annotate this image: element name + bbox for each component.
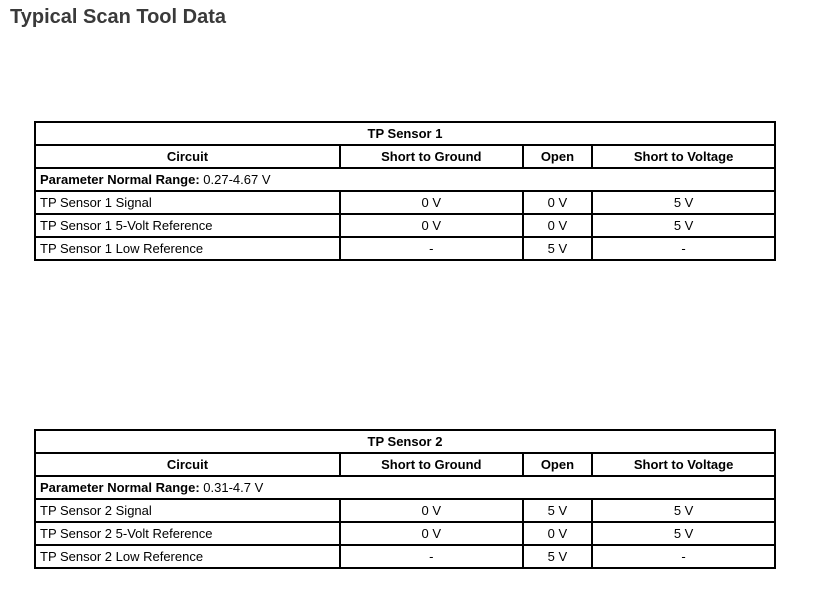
parameter-range-cell: Parameter Normal Range: 0.31-4.7 V	[34, 475, 776, 500]
tp-sensor-1-table: TP Sensor 1 Circuit Short to Ground Open…	[34, 121, 776, 261]
circuit-cell: TP Sensor 2 Low Reference	[34, 544, 341, 569]
short-to-voltage-cell: -	[591, 236, 776, 261]
open-cell: 5 V	[521, 236, 594, 261]
column-header-row: Circuit Short to Ground Open Short to Vo…	[34, 452, 776, 477]
column-header-short-to-ground: Short to Ground	[338, 144, 524, 169]
open-cell: 0 V	[521, 190, 594, 215]
short-to-ground-cell: -	[338, 544, 524, 569]
table-title: TP Sensor 1	[34, 121, 776, 146]
column-header-circuit: Circuit	[34, 452, 341, 477]
open-cell: 0 V	[521, 213, 594, 238]
open-cell: 5 V	[521, 544, 594, 569]
circuit-cell: TP Sensor 2 Signal	[34, 498, 341, 523]
parameter-range-value: 0.31-4.7 V	[203, 480, 264, 495]
tp-sensor-2-table: TP Sensor 2 Circuit Short to Ground Open…	[34, 429, 776, 569]
short-to-voltage-cell: 5 V	[591, 521, 776, 546]
column-header-circuit: Circuit	[34, 144, 341, 169]
parameter-range-cell: Parameter Normal Range: 0.27-4.67 V	[34, 167, 776, 192]
table-row: TP Sensor 2 Signal 0 V 5 V 5 V	[34, 498, 776, 523]
circuit-cell: TP Sensor 1 Low Reference	[34, 236, 341, 261]
parameter-range-row: Parameter Normal Range: 0.31-4.7 V	[34, 475, 776, 500]
circuit-cell: TP Sensor 1 Signal	[34, 190, 341, 215]
table-title-row: TP Sensor 2	[34, 429, 776, 454]
short-to-voltage-cell: -	[591, 544, 776, 569]
short-to-ground-cell: 0 V	[338, 498, 524, 523]
open-cell: 5 V	[521, 498, 594, 523]
short-to-ground-cell: 0 V	[338, 213, 524, 238]
short-to-ground-cell: 0 V	[338, 521, 524, 546]
parameter-range-row: Parameter Normal Range: 0.27-4.67 V	[34, 167, 776, 192]
short-to-ground-cell: 0 V	[338, 190, 524, 215]
short-to-ground-cell: -	[338, 236, 524, 261]
column-header-short-to-ground: Short to Ground	[338, 452, 524, 477]
column-header-short-to-voltage: Short to Voltage	[591, 144, 776, 169]
page-title: Typical Scan Tool Data	[10, 6, 226, 28]
table-row: TP Sensor 1 Low Reference - 5 V -	[34, 236, 776, 261]
column-header-short-to-voltage: Short to Voltage	[591, 452, 776, 477]
circuit-cell: TP Sensor 1 5-Volt Reference	[34, 213, 341, 238]
short-to-voltage-cell: 5 V	[591, 498, 776, 523]
column-header-open: Open	[521, 452, 594, 477]
column-header-open: Open	[521, 144, 594, 169]
table-row: TP Sensor 2 Low Reference - 5 V -	[34, 544, 776, 569]
table-row: TP Sensor 2 5-Volt Reference 0 V 0 V 5 V	[34, 521, 776, 546]
short-to-voltage-cell: 5 V	[591, 190, 776, 215]
circuit-cell: TP Sensor 2 5-Volt Reference	[34, 521, 341, 546]
column-header-row: Circuit Short to Ground Open Short to Vo…	[34, 144, 776, 169]
table-row: TP Sensor 1 Signal 0 V 0 V 5 V	[34, 190, 776, 215]
table-row: TP Sensor 1 5-Volt Reference 0 V 0 V 5 V	[34, 213, 776, 238]
parameter-range-label: Parameter Normal Range:	[40, 172, 200, 187]
parameter-range-label: Parameter Normal Range:	[40, 480, 200, 495]
parameter-range-value: 0.27-4.67 V	[203, 172, 271, 187]
short-to-voltage-cell: 5 V	[591, 213, 776, 238]
table-title-row: TP Sensor 1	[34, 121, 776, 146]
table-title: TP Sensor 2	[34, 429, 776, 454]
open-cell: 0 V	[521, 521, 594, 546]
